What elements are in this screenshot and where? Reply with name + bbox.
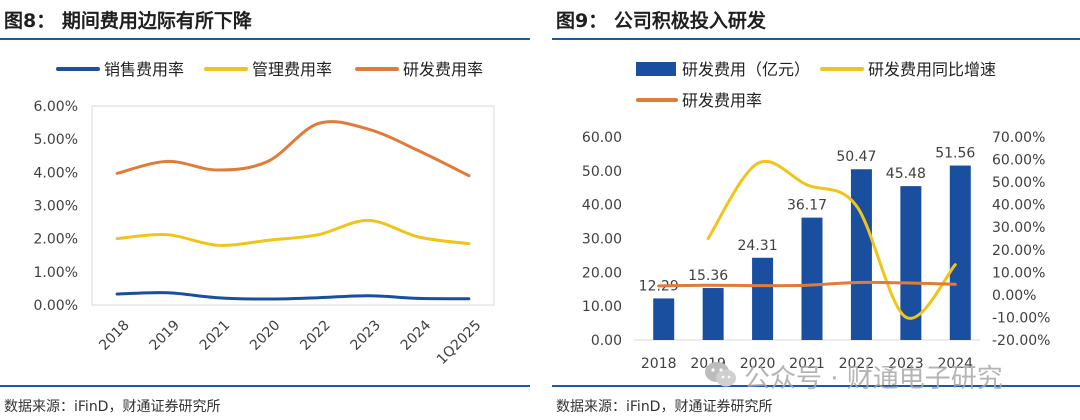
bar — [801, 217, 823, 340]
y-left-tick-label: 0.00 — [591, 333, 622, 349]
y-right-tick-label: 50.00% — [992, 175, 1045, 191]
series-line — [115, 120, 471, 178]
bar-data-label: 50.47 — [836, 149, 876, 165]
x-tick-label: 2018 — [641, 356, 677, 372]
right-source: 数据来源：iFinD，财通证券研究所 — [556, 399, 773, 415]
y-tick-label: 6.00% — [34, 99, 78, 115]
x-tick-label: 2022 — [297, 317, 334, 354]
bar — [949, 165, 971, 340]
plot-area-border — [91, 105, 495, 306]
bar-data-label: 15.36 — [688, 268, 728, 284]
y-left-tick-label: 20.00 — [582, 265, 622, 281]
x-tick-label: 2020 — [247, 317, 284, 354]
legend-label: 研发费用率 — [682, 91, 762, 110]
y-right-tick-label: 70.00% — [992, 130, 1045, 146]
y-tick-label: 3.00% — [34, 199, 78, 215]
y-tick-label: 2.00% — [34, 232, 78, 248]
x-tick-label: 2021 — [789, 356, 825, 372]
y-right-tick-label: 30.00% — [992, 220, 1045, 236]
wechat-icon — [705, 362, 736, 387]
legend-label: 研发费用同比增速 — [868, 60, 996, 79]
bar-data-label: 36.17 — [787, 198, 827, 214]
y-right-tick-label: -10.00% — [992, 310, 1050, 326]
bar — [850, 169, 872, 340]
y-tick-label: 5.00% — [34, 132, 78, 148]
right-figure: 图9： 公司积极投入研发 0.00 10.00 20.00 30.00 40.00 50.… — [552, 0, 1080, 420]
y-left-tick-label: 50.00 — [582, 164, 622, 180]
y-right-tick-label: -20.00% — [992, 333, 1050, 349]
y-right-tick-label: 10.00% — [992, 265, 1045, 281]
y-left-tick-label: 30.00 — [582, 232, 622, 248]
x-tick-label: 1Q2025 — [434, 317, 485, 368]
right-chart: 0.00 10.00 20.00 30.00 40.00 50.00 60.00 -20.00… — [582, 60, 1051, 372]
bar — [900, 186, 922, 340]
left-chart: 0.00% 1.00% 2.00% 3.00% 4.00% 5.00% 6.00% 2018 2… — [34, 60, 495, 368]
right-bottom-rule — [552, 385, 1080, 387]
bar — [702, 288, 724, 340]
right-top-rule — [552, 38, 1080, 40]
y-right-tick-label: 0.00% — [992, 288, 1036, 304]
y-right-tick-label: 20.00% — [992, 243, 1045, 259]
y-right-tick-label: 40.00% — [992, 198, 1045, 214]
legend-label: 研发费用率 — [403, 60, 483, 79]
legend-label: 管理费用率 — [252, 60, 332, 79]
y-left-tick-label: 40.00 — [582, 198, 622, 214]
left-bottom-rule — [0, 385, 530, 387]
left-source: 数据来源：iFinD，财通证券研究所 — [4, 399, 221, 415]
left-top-rule — [0, 38, 530, 40]
watermark-text: 公众号 · 财通电子研究 — [744, 364, 1003, 394]
x-tick-label: 2019 — [146, 317, 183, 354]
left-figure-title: 图8： 期间费用边际有所下降 — [4, 10, 252, 32]
y-right-tick-label: 60.00% — [992, 153, 1045, 169]
bar-data-label: 51.56 — [935, 146, 975, 162]
x-tick-label: 2023 — [347, 317, 384, 354]
bar-data-label: 45.48 — [886, 166, 926, 182]
x-tick-label: 2020 — [740, 356, 776, 372]
y-left-tick-label: 10.00 — [582, 299, 622, 315]
legend-label: 销售费用率 — [104, 60, 184, 79]
bar-data-label: 24.31 — [738, 238, 778, 254]
x-tick-label: 2022 — [839, 356, 875, 372]
x-tick-label: 2021 — [197, 317, 234, 354]
y-tick-label: 0.00% — [34, 298, 78, 314]
x-tick-label: 2024 — [398, 317, 435, 354]
x-tick-label: 2018 — [96, 317, 133, 354]
series-line — [115, 218, 471, 247]
bar — [752, 257, 774, 340]
series-line — [115, 291, 471, 301]
series-line — [706, 160, 957, 320]
x-tick-label: 2023 — [888, 356, 924, 372]
y-tick-label: 1.00% — [34, 265, 78, 281]
legend-label: 研发费用（亿元） — [682, 60, 810, 79]
series-line — [657, 280, 957, 288]
y-left-tick-label: 60.00 — [582, 130, 622, 146]
bar — [653, 298, 675, 340]
legend-swatch — [636, 62, 676, 76]
right-figure-title: 图9： 公司积极投入研发 — [556, 10, 766, 32]
y-tick-label: 4.00% — [34, 165, 78, 181]
x-tick-label: 2024 — [937, 356, 973, 372]
left-figure: 图8： 期间费用边际有所下降 0.00% 1.00% 2.00% 3.00% 4.00%… — [0, 10, 530, 415]
